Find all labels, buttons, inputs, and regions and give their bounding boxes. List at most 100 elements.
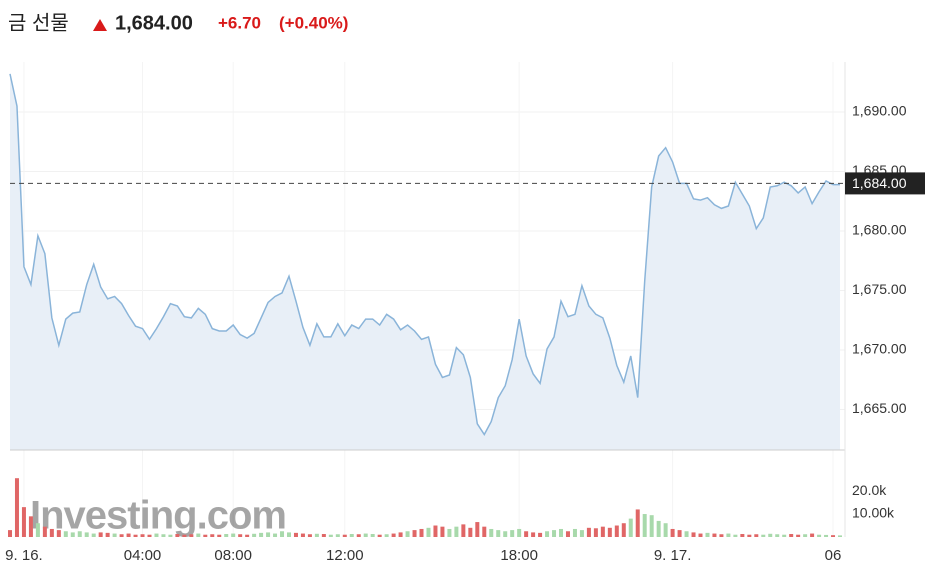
volume-bar [370,534,375,537]
volume-bar [517,528,522,537]
volume-bar [489,528,494,537]
volume-bar [356,534,361,537]
volume-bar [300,533,305,537]
volume-bar [182,534,187,537]
volume-bar [789,534,794,537]
volume-tick-label: 20.0k [852,482,887,498]
x-tick-label: 06 [825,547,842,564]
volume-bar [35,523,40,537]
volume-bar [286,532,291,537]
volume-bar [307,534,312,537]
volume-bar [510,530,515,537]
change-pct: (+0.40%) [279,13,348,32]
volume-bar [363,533,368,537]
change: +6.70 [218,13,261,32]
volume-bar [161,534,166,537]
volume-bar [684,531,689,537]
x-tick-label: 04:00 [124,547,162,564]
up-arrow [93,19,107,31]
volume-bar [224,534,229,537]
volume-bar [726,533,731,537]
volume-bar [600,526,605,537]
volume-bar [740,534,745,537]
watermark: Investing.com [30,494,286,538]
volume-bar [419,528,424,537]
volume-bar [635,509,640,537]
volume-bar [98,532,103,537]
volume-bar [328,534,333,537]
volume-bar [775,534,780,537]
volume-bar [342,534,347,537]
volume-bar [105,532,110,537]
volume-tick-label: 10.00k [852,505,895,521]
y-tick-label: 1,680.00 [852,222,907,238]
volume-bar [747,534,752,537]
volume-bar [210,534,215,537]
x-tick-label: 08:00 [214,547,252,564]
volume-bar [349,534,354,537]
volume-bar [761,534,766,537]
volume-bar [572,528,577,537]
volume-bar [642,514,647,537]
volume-bar [475,522,480,537]
x-tick-label: 9. 17. [654,547,692,564]
volume-bar [586,527,591,537]
volume-bar [733,534,738,537]
volume-bar [196,533,201,537]
current-price-box [845,172,925,195]
volume-bar [503,531,508,537]
volume-bar [593,528,598,537]
volume-bar [691,532,696,537]
volume-bar [565,531,570,537]
y-tick-label: 1,690.00 [852,103,907,119]
volume-bar [384,534,389,537]
volume-bar [545,531,550,537]
volume-bar [579,530,584,537]
price: 1,684.00 [115,12,193,34]
volume-bar [398,532,403,537]
volume-bar [112,533,117,537]
y-tick-label: 1,665.00 [852,400,907,416]
volume-bar [252,533,257,537]
volume-bar [280,531,285,537]
volume-bar [426,527,431,537]
volume-bar [231,533,236,537]
volume-bar [531,532,536,537]
volume-bar [552,530,557,537]
volume-bar [614,525,619,537]
volume-bar [28,516,33,537]
volume-bar [154,533,159,537]
volume-bar [754,534,759,537]
volume-bar [559,528,564,537]
volume-bar [238,534,243,537]
volume-bar [656,520,661,537]
volume-bar [293,532,298,537]
volume-bar [433,525,438,537]
volume-bar [91,533,96,537]
volume-bar [405,531,410,537]
volume-bar [712,533,717,537]
volume-bar [8,530,12,537]
volume-bar [831,535,836,537]
volume-bar [628,518,633,537]
volume-bar [621,523,626,537]
volume-bar [84,532,89,537]
volume-bar [607,527,612,537]
current-price-label: 1,684.00 [852,175,907,191]
volume-bar [468,527,473,537]
volume-bar [705,532,710,537]
volume-bar [56,530,61,537]
volume-bar [314,533,319,537]
volume-bar [49,528,54,537]
volume-bar [768,533,773,537]
x-tick-label: 9. 16. [5,547,43,564]
volume-bar [168,534,173,537]
volume-bar [461,524,466,537]
volume-bar [649,515,654,537]
area-fill [10,73,840,450]
volume-bar [119,534,124,537]
volume-bar [447,528,452,537]
volume-bar [440,526,445,537]
volume-bar [377,534,382,537]
